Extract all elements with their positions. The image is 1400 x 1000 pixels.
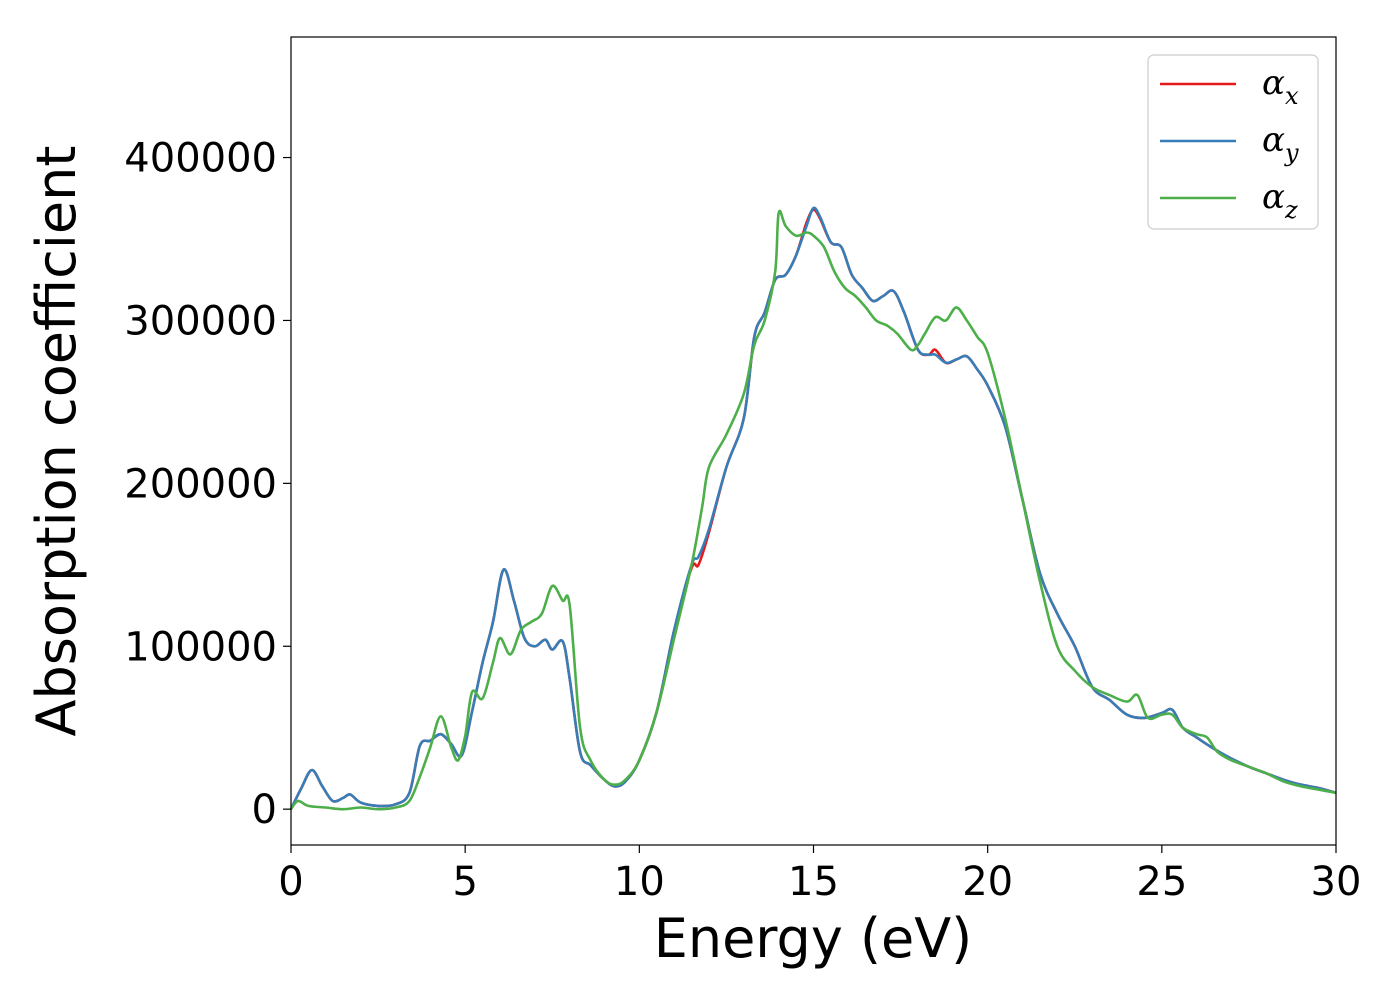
y-tick-label: 200000 <box>124 461 277 507</box>
y-ticks-layer: 0 100000 200000 300000 400000 <box>124 136 291 833</box>
x-tick-label: 25 <box>1136 859 1187 905</box>
y-tick-label: 0 <box>252 787 277 833</box>
x-tick-label: 0 <box>278 859 303 905</box>
x-tick-label: 20 <box>962 859 1013 905</box>
x-tick-label: 15 <box>788 859 839 905</box>
y-tick-label: 100000 <box>124 624 277 670</box>
y-tick-label: 300000 <box>124 298 277 344</box>
x-tick-label: 10 <box>614 859 665 905</box>
x-tick-label: 5 <box>452 859 477 905</box>
y-axis-title: Absorption coefficient <box>25 146 88 737</box>
x-ticks-layer: 0 5 10 15 20 25 30 <box>278 845 1361 905</box>
series-line-z <box>289 209 1337 811</box>
series-lines-layer <box>289 206 1337 811</box>
series-line-y <box>289 206 1337 810</box>
y-tick-label: 400000 <box>124 136 277 182</box>
x-axis-title: Energy (eV) <box>654 907 973 970</box>
x-tick-label: 30 <box>1311 859 1362 905</box>
